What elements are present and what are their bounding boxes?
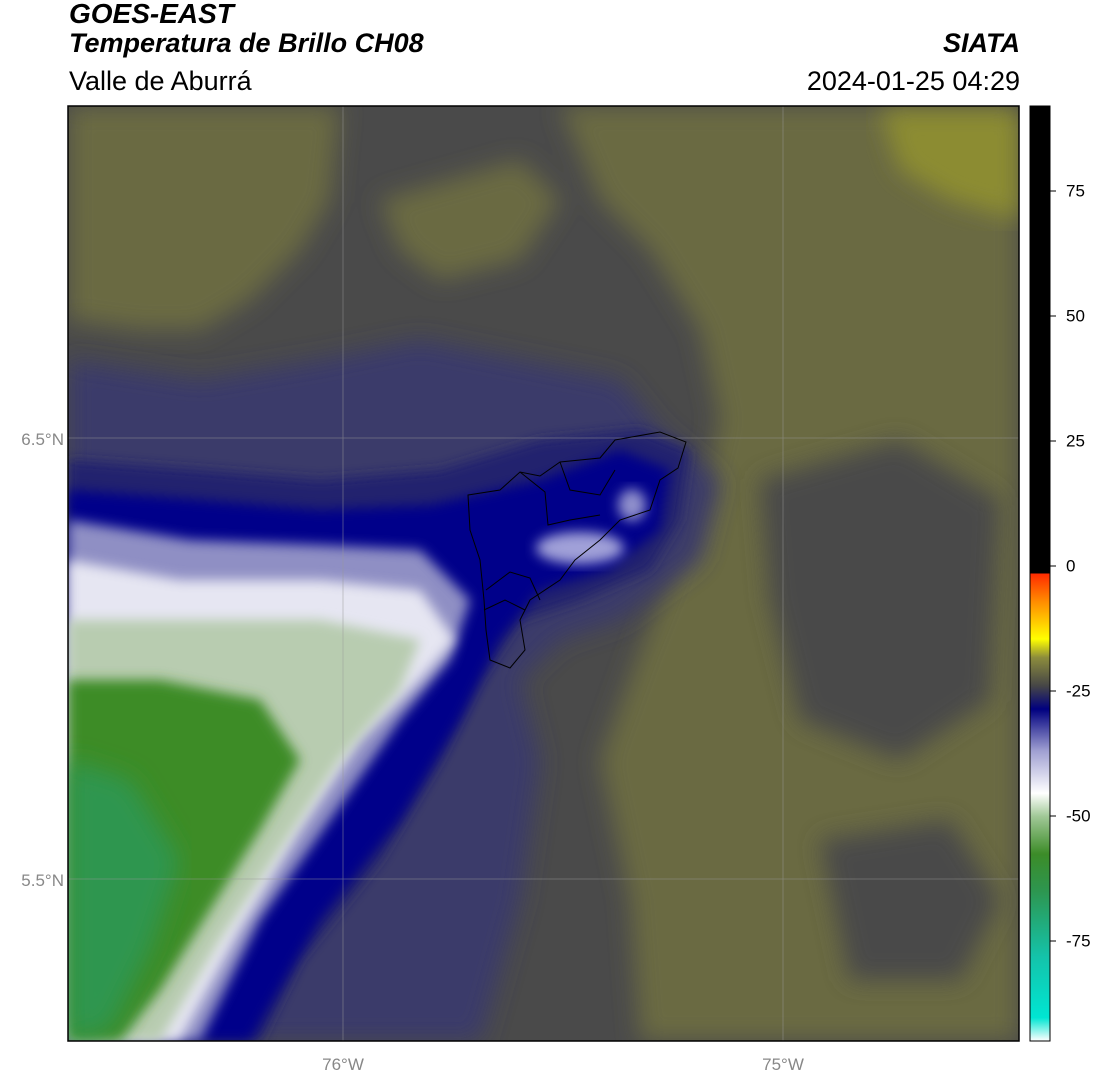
product-title: Temperatura de Brillo CH08 bbox=[69, 28, 424, 58]
colorbar-fill bbox=[1030, 106, 1050, 1041]
lat-tick-label-6-5: 6.5°N bbox=[21, 430, 64, 449]
colorbar-tick-label: 50 bbox=[1066, 306, 1085, 326]
map-field bbox=[68, 106, 1019, 1041]
agency-label: SIATA bbox=[943, 28, 1020, 58]
lon-tick-label-76w: 76°W bbox=[322, 1055, 364, 1074]
map-frame bbox=[67, 105, 1020, 1042]
valle-de-aburra-boundaries bbox=[467, 431, 687, 669]
colorbar-tick-label: 0 bbox=[1066, 556, 1076, 576]
satellite-title: GOES-EAST bbox=[69, 0, 234, 29]
lat-tick-label-5-5: 5.5°N bbox=[21, 871, 64, 890]
colorbar-tick-label: -75 bbox=[1066, 931, 1091, 951]
colorbar-tick-label: -50 bbox=[1066, 806, 1091, 826]
colorbar-tick-marks bbox=[1050, 190, 1056, 942]
region-subtitle: Valle de Aburrá bbox=[69, 66, 252, 96]
colorbar-frame bbox=[1029, 105, 1051, 1042]
gridlines bbox=[68, 106, 1019, 1041]
timestamp-label: 2024-01-25 04:29 bbox=[806, 66, 1020, 96]
colorbar-tick-label: 25 bbox=[1066, 431, 1085, 451]
colorbar bbox=[1029, 105, 1056, 1042]
colorbar-tick-label: -25 bbox=[1066, 681, 1091, 701]
lon-tick-label-75w: 75°W bbox=[762, 1055, 804, 1074]
colorbar-tick-label: 75 bbox=[1066, 181, 1085, 201]
